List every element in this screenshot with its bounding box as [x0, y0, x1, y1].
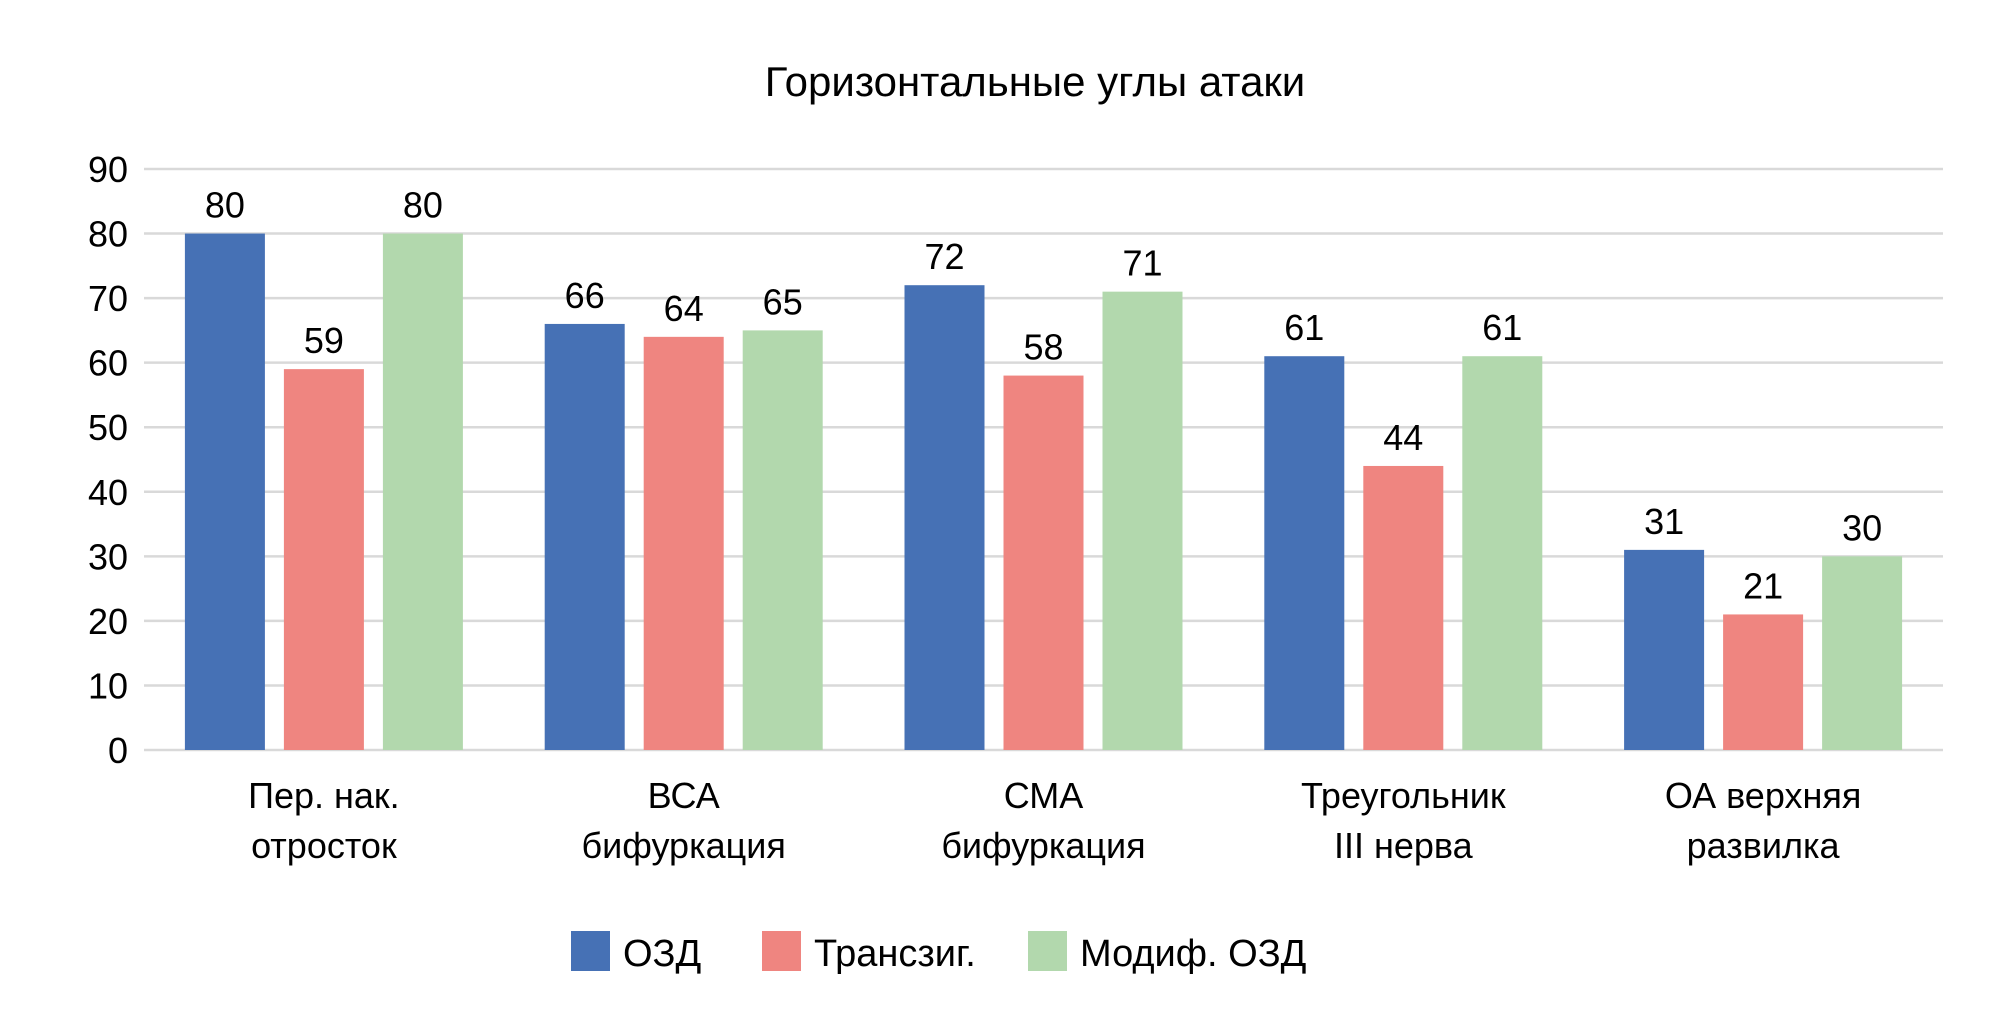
bar — [904, 285, 985, 750]
data-label: 44 — [1383, 417, 1423, 458]
bar — [643, 336, 724, 750]
x-tick-label: развилка — [1687, 825, 1841, 866]
x-tick-label: Пер. нак. — [248, 775, 400, 816]
y-tick-label: 40 — [88, 472, 128, 513]
legend: ОЗД Трансзиг. Модиф. ОЗД — [571, 931, 1307, 975]
bar — [1462, 356, 1543, 750]
x-tick-label: бифуркация — [582, 825, 786, 866]
legend-label: Модиф. ОЗД — [1080, 933, 1307, 975]
legend-label: Трансзиг. — [814, 933, 976, 975]
bars — [184, 233, 1903, 751]
x-tick-label: бифуркация — [941, 825, 1145, 866]
bar — [382, 233, 463, 751]
bar — [742, 330, 823, 750]
data-label: 30 — [1842, 507, 1882, 548]
data-label: 72 — [924, 236, 964, 277]
y-tick-label: 90 — [88, 149, 128, 190]
bar — [1723, 614, 1804, 750]
bar — [283, 369, 364, 750]
x-tick-label: отросток — [251, 825, 397, 866]
x-tick-label: СМА — [1004, 775, 1084, 816]
data-label: 21 — [1743, 565, 1783, 606]
data-label: 58 — [1023, 327, 1063, 368]
y-tick-label: 70 — [88, 278, 128, 319]
data-label: 61 — [1284, 307, 1324, 348]
data-label: 65 — [763, 281, 803, 322]
x-tick-label: III нерва — [1334, 825, 1474, 866]
x-axis-labels: Пер. нак. отросток ВСА бифуркация СМА бифурка… — [248, 775, 1861, 866]
y-tick-label: 20 — [88, 601, 128, 642]
y-tick-label: 60 — [88, 343, 128, 384]
x-tick-label: Треугольник — [1301, 775, 1506, 816]
data-labels: 80 59 80 66 64 65 72 58 71 61 44 61 31 21 30 — [205, 185, 1882, 607]
data-label: 80 — [205, 185, 245, 226]
y-tick-label: 50 — [88, 407, 128, 448]
bar — [1264, 356, 1345, 750]
bar — [544, 323, 625, 750]
legend-item: ОЗД — [571, 931, 702, 975]
legend-item: Трансзиг. — [762, 931, 976, 975]
data-label: 71 — [1122, 243, 1162, 284]
bar — [1822, 556, 1903, 750]
y-tick-label: 0 — [108, 730, 128, 771]
y-tick-label: 30 — [88, 536, 128, 577]
data-label: 61 — [1482, 307, 1522, 348]
bar — [1102, 291, 1183, 750]
data-label: 59 — [304, 320, 344, 361]
legend-item: Модиф. ОЗД — [1028, 931, 1307, 975]
bar — [1003, 375, 1084, 750]
y-tick-label: 10 — [88, 665, 128, 706]
legend-label: ОЗД — [623, 933, 702, 975]
data-label: 80 — [403, 185, 443, 226]
legend-swatch — [1028, 931, 1067, 971]
bar — [184, 233, 265, 751]
bar — [1624, 549, 1705, 750]
legend-swatch — [762, 931, 801, 971]
x-tick-label: ВСА — [648, 775, 720, 816]
data-label: 66 — [565, 275, 605, 316]
bar — [1363, 465, 1444, 750]
y-tick-label: 80 — [88, 214, 128, 255]
chart-title: Горизонтальные углы атаки — [765, 58, 1306, 105]
x-tick-label: ОА верхняя — [1665, 775, 1861, 816]
y-axis-ticks: 0 10 20 30 40 50 60 70 80 90 — [88, 149, 128, 771]
data-label: 31 — [1644, 501, 1684, 542]
data-label: 64 — [664, 288, 704, 329]
legend-swatch — [571, 931, 610, 971]
